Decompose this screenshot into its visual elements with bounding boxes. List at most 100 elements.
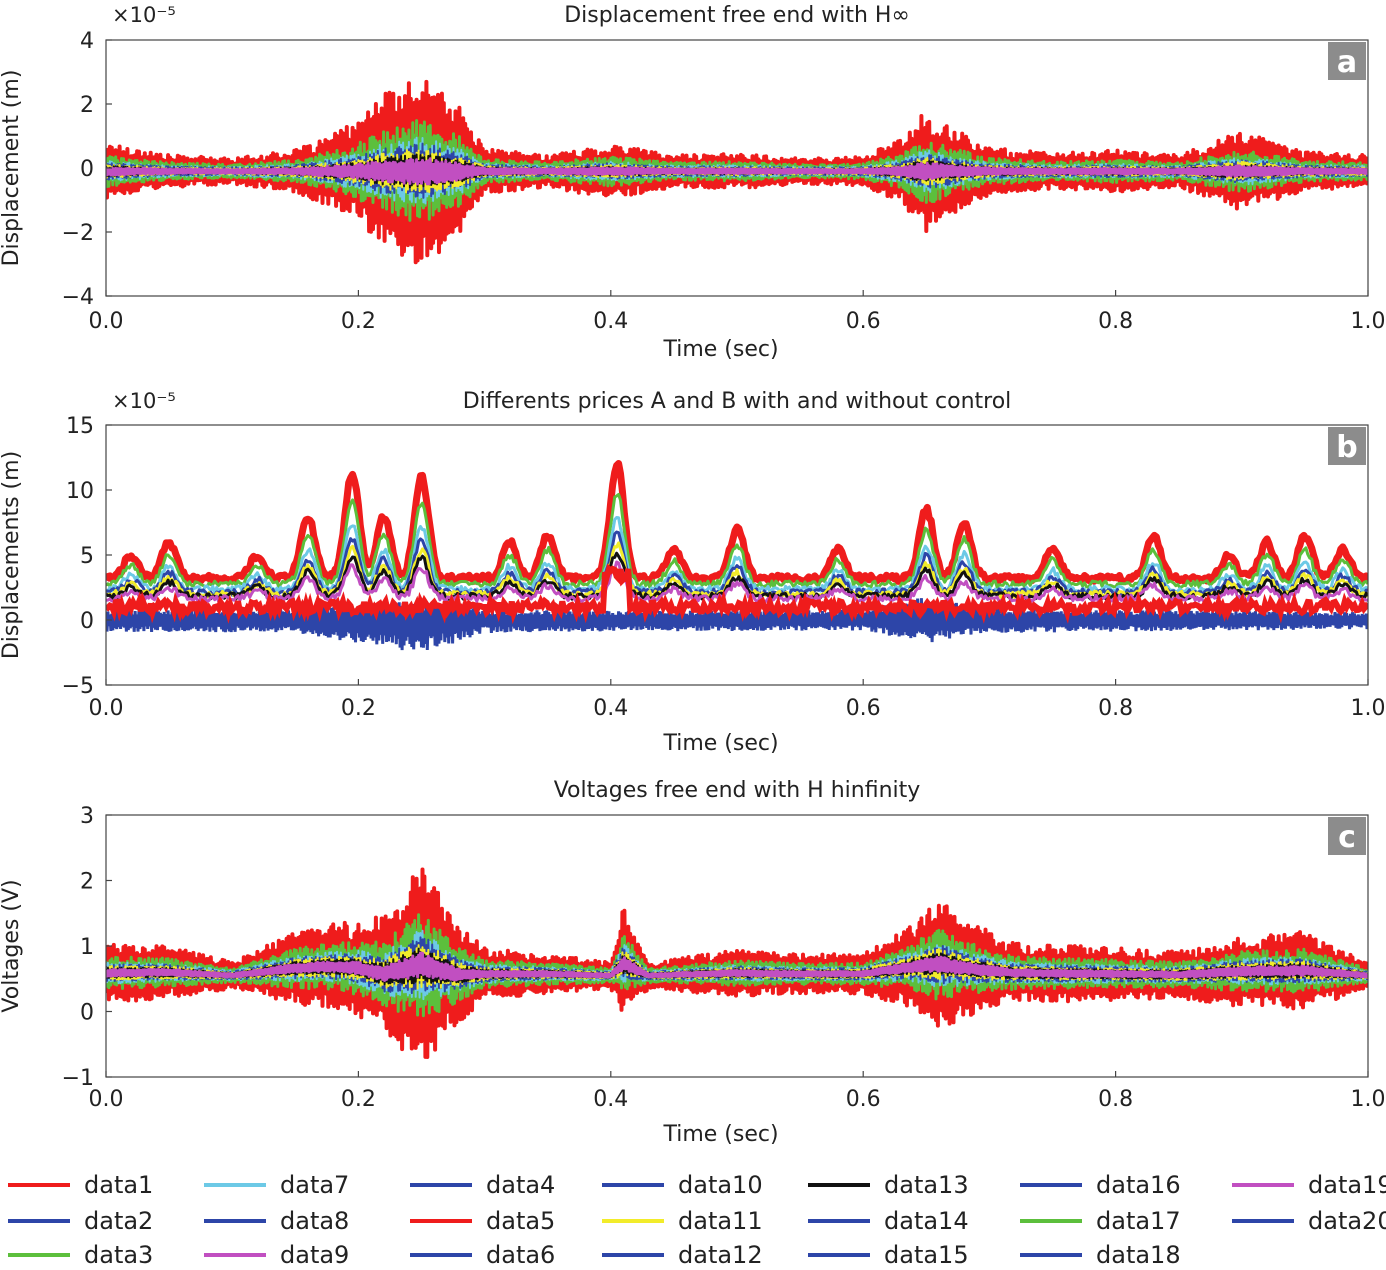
legend-label: data14 — [884, 1207, 969, 1235]
legend-swatch — [602, 1253, 664, 1257]
x-tick-label: 0.2 — [341, 696, 376, 721]
y-tick-label: 0 — [80, 609, 94, 634]
y-tick-label: −1 — [62, 1066, 94, 1091]
legend-label: data19 — [1308, 1171, 1386, 1199]
legend-item: data12 — [602, 1240, 763, 1270]
legend-label: data15 — [884, 1241, 969, 1269]
panel-title: Displacement free end with H∞ — [564, 3, 910, 28]
legend-item: data10 — [602, 1170, 763, 1200]
legend-label: data12 — [678, 1241, 763, 1269]
x-tick-label: 1.0 — [1351, 696, 1386, 721]
x-axis-label: Time (sec) — [662, 337, 778, 362]
panel-badge-label: c — [1338, 820, 1356, 855]
legend-item: data8 — [204, 1206, 349, 1236]
x-tick-label: 0.0 — [89, 696, 124, 721]
x-tick-label: 0.0 — [89, 309, 124, 334]
plot-area — [106, 867, 1368, 1059]
legend-swatch — [602, 1219, 664, 1223]
y-tick-label: 15 — [66, 414, 94, 439]
legend-item: data18 — [1020, 1240, 1181, 1270]
legend-item: data9 — [204, 1240, 349, 1270]
x-tick-label: 1.0 — [1351, 309, 1386, 334]
panel-c: 0.0 0.2 0.4 0.6 0.8 1.0 −1 0 1 2 3 Voltages free en… — [0, 778, 1386, 1147]
legend-swatch — [410, 1253, 472, 1257]
x-axis-label: Time (sec) — [662, 1122, 778, 1147]
legend-label: data1 — [84, 1171, 154, 1199]
x-tick-label: 0.2 — [341, 1087, 376, 1112]
legend-item: data16 — [1020, 1170, 1181, 1200]
legend-swatch — [204, 1219, 266, 1223]
legend-label: data3 — [84, 1241, 154, 1269]
legend-swatch — [808, 1253, 870, 1257]
panel-title: Differents prices A and B with and witho… — [463, 389, 1012, 414]
series-7 — [106, 951, 1368, 982]
y-tick-label: 0 — [80, 1001, 94, 1026]
axis-exponent: ×10⁻⁵ — [112, 3, 176, 27]
legend-label: data4 — [486, 1171, 556, 1199]
controlled-series-6 — [106, 551, 1368, 601]
plot-area — [106, 79, 1368, 265]
legend-swatch — [808, 1183, 870, 1187]
legend-swatch — [1232, 1183, 1294, 1187]
legend-swatch — [8, 1183, 70, 1187]
legend-label: data2 — [84, 1207, 154, 1235]
controlled-series-7 — [106, 560, 1368, 604]
legend-label: data9 — [280, 1241, 350, 1269]
panel-title: Voltages free end with H hinfinity — [554, 778, 921, 803]
legend-item: data1 — [8, 1170, 153, 1200]
legend-label: data16 — [1096, 1171, 1181, 1199]
x-tick-label: 0.4 — [593, 309, 628, 334]
legend-swatch — [410, 1183, 472, 1187]
x-tick-label: 0.6 — [846, 1087, 881, 1112]
x-tick-label: 0.0 — [89, 1087, 124, 1112]
lower-red-series — [106, 563, 1368, 625]
legend: data1 data2 data3 data7 data8 data9 data4 data5… — [0, 1168, 1386, 1270]
legend-label: data13 — [884, 1171, 969, 1199]
y-tick-label: 0 — [80, 157, 94, 182]
y-tick-label: 3 — [80, 804, 94, 829]
legend-label: data7 — [280, 1171, 350, 1199]
y-tick-label: 2 — [80, 870, 94, 895]
legend-item: data4 — [410, 1170, 555, 1200]
y-tick-label: 1 — [80, 935, 94, 960]
controlled-series-3 — [106, 516, 1368, 594]
x-tick-label: 0.2 — [341, 309, 376, 334]
legend-swatch — [410, 1219, 472, 1223]
legend-label: data17 — [1096, 1207, 1181, 1235]
panel-b: 0.0 0.2 0.4 0.6 0.8 1.0 −5 0 5 10 15 Differents pri… — [0, 389, 1386, 756]
legend-item: data13 — [808, 1170, 969, 1200]
legend-label: data18 — [1096, 1241, 1181, 1269]
y-axis-label: Displacement (m) — [0, 70, 24, 267]
panel-badge — [1328, 427, 1366, 465]
legend-item: data14 — [808, 1206, 969, 1236]
legend-swatch — [808, 1219, 870, 1223]
y-tick-label: 2 — [80, 93, 94, 118]
panel-a: 0.0 0.2 0.4 0.6 0.8 1.0 −4 −2 0 2 4 Displacement fr… — [0, 3, 1386, 362]
legend-item: data3 — [8, 1240, 153, 1270]
legend-swatch — [1020, 1253, 1082, 1257]
legend-swatch — [204, 1253, 266, 1257]
axis-exponent: ×10⁻⁵ — [112, 389, 176, 413]
legend-label: data8 — [280, 1207, 350, 1235]
y-axis-label: Displacements (m) — [0, 451, 24, 659]
legend-label: data20 — [1308, 1207, 1386, 1235]
legend-item: data5 — [410, 1206, 555, 1236]
legend-swatch — [1020, 1183, 1082, 1187]
x-tick-label: 0.6 — [846, 309, 881, 334]
plot-area — [106, 460, 1368, 651]
legend-label: data6 — [486, 1241, 556, 1269]
y-axis-label: Voltages (V) — [0, 879, 24, 1012]
legend-label: data11 — [678, 1207, 763, 1235]
legend-label: data5 — [486, 1207, 556, 1235]
x-tick-label: 0.8 — [1098, 309, 1133, 334]
panel-badge-label: a — [1337, 45, 1357, 80]
x-tick-label: 0.8 — [1098, 1087, 1133, 1112]
y-tick-label: −2 — [62, 221, 94, 246]
legend-item: data17 — [1020, 1206, 1181, 1236]
legend-item: data11 — [602, 1206, 763, 1236]
controlled-series-2 — [106, 493, 1368, 589]
y-tick-label: 4 — [80, 29, 94, 54]
panel-badge — [1328, 817, 1366, 855]
controlled-series-1 — [106, 460, 1368, 586]
legend-item: data15 — [808, 1240, 969, 1270]
